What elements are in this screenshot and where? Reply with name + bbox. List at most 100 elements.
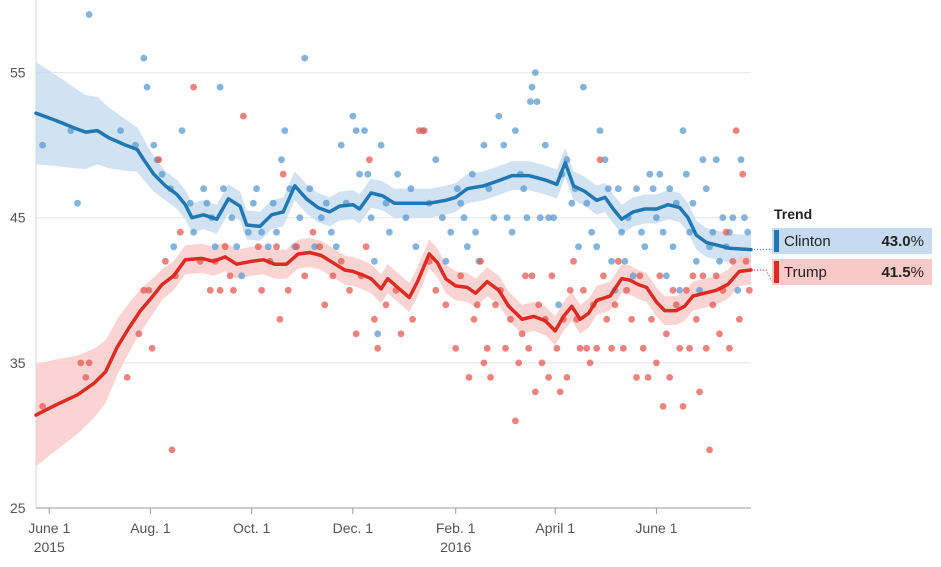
clinton-poll-point-40 xyxy=(317,214,325,222)
x-tick-label-3: Dec. 1 xyxy=(333,520,374,536)
trump-poll-point-19 xyxy=(221,243,229,251)
clinton-poll-point-77 xyxy=(495,112,503,120)
trump-poll-point-14 xyxy=(190,83,198,91)
trump-poll-point-73 xyxy=(535,301,543,309)
y-tick-label-55: 55 xyxy=(10,65,26,81)
trump-poll-point-85 xyxy=(576,344,584,352)
trump-poll-point-124 xyxy=(716,330,723,338)
x-tick-label-4: Feb. 1 xyxy=(436,520,476,536)
y-tick-label-45: 45 xyxy=(10,210,26,226)
trump-trend-line xyxy=(34,250,753,417)
clinton-poll-point-92 xyxy=(550,214,557,222)
clinton-poll-point-106 xyxy=(608,257,615,265)
trump-poll-point-106 xyxy=(656,272,664,280)
clinton-poll-point-126 xyxy=(679,127,687,134)
trump-poll-point-126 xyxy=(722,228,730,236)
x-axis-labels: June 1 2015 Aug. 1 Oct. 1 Dec. 1 Feb. 1 2016 Ap… xyxy=(28,508,678,555)
clinton-poll-point-76 xyxy=(490,214,498,222)
trump-poll-point-53 xyxy=(452,344,460,352)
trump-poll-point-77 xyxy=(548,272,556,280)
clinton-poll-point-114 xyxy=(638,228,645,236)
trump-poll-point-29 xyxy=(284,286,292,294)
trump-poll-point-61 xyxy=(487,374,494,381)
trump-poll-point-42 xyxy=(371,315,378,323)
legend-value-trump: 41.5% xyxy=(881,263,924,281)
clinton-poll-point-129 xyxy=(689,199,697,207)
clinton-poll-point-43 xyxy=(332,243,340,251)
trump-poll-point-74 xyxy=(538,359,546,367)
clinton-poll-point-90 xyxy=(541,141,549,149)
trump-poll-point-16 xyxy=(206,286,214,294)
clinton-poll-point-17 xyxy=(203,199,211,207)
x-tick-label-2: Oct. 1 xyxy=(233,520,271,536)
trump-poll-point-20 xyxy=(226,272,234,280)
trump-poll-point-5 xyxy=(135,330,143,338)
clinton-poll-point-108 xyxy=(614,185,622,193)
trump-poll-point-79 xyxy=(556,388,564,396)
trump-poll-point-32 xyxy=(309,228,317,236)
clinton-poll-point-63 xyxy=(432,156,440,164)
clinton-poll-point-50 xyxy=(364,170,372,178)
clinton-poll-point-48 xyxy=(356,170,363,178)
y-axis-labels: 25 35 45 55 xyxy=(10,65,26,516)
clinton-poll-point-80 xyxy=(508,228,516,236)
trump-poll-point-120 xyxy=(702,344,710,352)
clinton-poll-point-89 xyxy=(536,214,544,222)
clinton-poll-point-60 xyxy=(412,243,420,251)
clinton-poll-point-142 xyxy=(734,286,742,294)
x-tick-label-6: June 1 xyxy=(635,520,677,536)
trump-poll-point-68 xyxy=(518,330,526,338)
clinton-poll-point-65 xyxy=(442,257,450,265)
clinton-poll-point-42 xyxy=(327,228,335,236)
trump-poll-point-54 xyxy=(457,272,465,280)
x-tick-label-0: June 1 xyxy=(28,520,70,536)
clinton-poll-point-69 xyxy=(460,214,468,222)
trump-poll-point-40 xyxy=(362,243,370,251)
trump-poll-point-41 xyxy=(366,156,373,164)
clinton-poll-point-74 xyxy=(480,141,488,149)
clinton-poll-point-104 xyxy=(601,156,609,164)
legend-title: Trend xyxy=(774,206,813,222)
legend-value-clinton: 43.0% xyxy=(881,232,924,250)
clinton-poll-point-100 xyxy=(583,199,591,207)
trump-poll-point-44 xyxy=(382,301,390,309)
trump-poll-point-103 xyxy=(644,374,652,381)
trump-poll-point-3 xyxy=(85,359,93,367)
clinton-poll-point-19 xyxy=(211,243,219,251)
trump-poll-point-133 xyxy=(745,286,753,294)
trump-poll-point-99 xyxy=(628,315,635,323)
clinton-poll-point-119 xyxy=(656,170,664,178)
legend-connectors xyxy=(751,249,773,282)
trump-poll-point-95 xyxy=(611,301,619,309)
clinton-poll-point-13 xyxy=(178,127,186,134)
trump-poll-point-46 xyxy=(397,330,405,338)
trump-legend-connector xyxy=(751,269,773,282)
clinton-poll-point-30 xyxy=(269,199,277,207)
trump-poll-point-6 xyxy=(140,286,148,294)
trump-poll-point-4 xyxy=(123,374,131,381)
trump-poll-point-28 xyxy=(279,170,287,178)
trump-poll-point-27 xyxy=(276,315,284,323)
trump-poll-point-34 xyxy=(321,301,329,309)
trump-poll-point-59 xyxy=(480,359,488,367)
clinton-poll-point-143 xyxy=(737,156,745,164)
clinton-poll-point-46 xyxy=(349,112,357,120)
clinton-poll-point-78 xyxy=(500,141,508,149)
clinton-poll-point-120 xyxy=(659,228,667,236)
x-tick-year-4: 2016 xyxy=(440,539,471,555)
clinton-poll-point-105 xyxy=(604,185,612,193)
clinton-poll-point-7 xyxy=(143,83,151,91)
trump-poll-point-115 xyxy=(686,344,693,352)
trump-poll-point-97 xyxy=(619,344,627,352)
trump-poll-point-64 xyxy=(502,344,509,352)
trump-poll-point-117 xyxy=(692,315,700,323)
trump-poll-point-94 xyxy=(608,344,615,352)
clinton-poll-point-132 xyxy=(699,156,707,164)
legend-label-clinton: Clinton xyxy=(784,232,831,250)
clinton-poll-point-115 xyxy=(641,243,649,251)
trump-poll-point-90 xyxy=(593,344,601,352)
trump-poll-point-7 xyxy=(145,286,153,294)
clinton-poll-point-3 xyxy=(85,11,93,18)
clinton-poll-point-83 xyxy=(520,185,528,193)
clinton-poll-point-25 xyxy=(244,228,252,236)
